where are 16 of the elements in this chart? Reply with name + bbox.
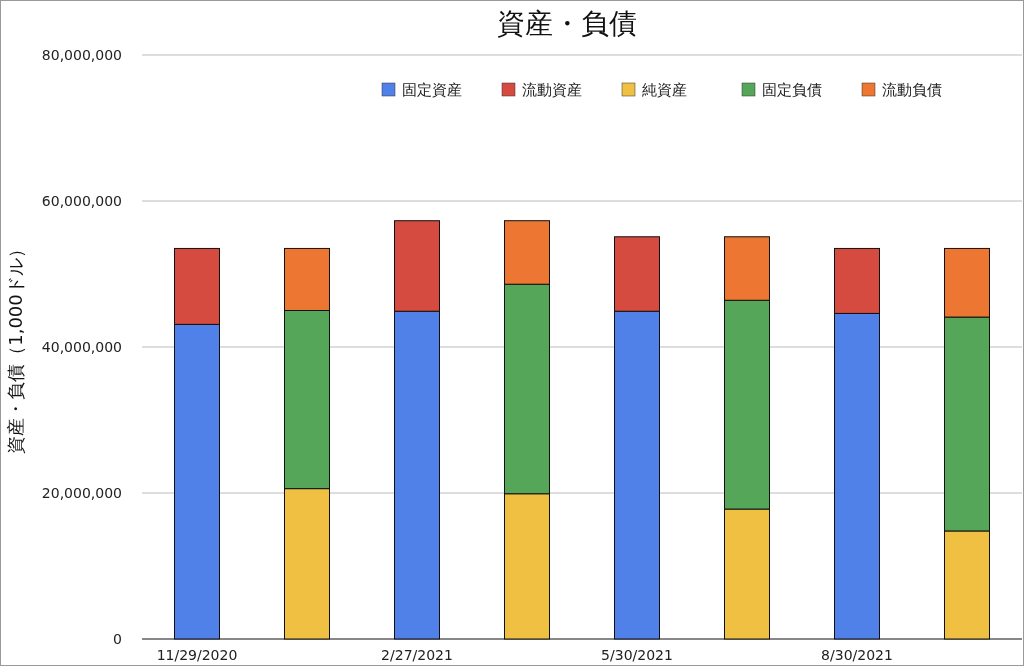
legend-label: 純資産 — [642, 81, 687, 99]
y-tick-label: 60,000,000 — [41, 193, 122, 209]
y-tick-label: 40,000,000 — [41, 339, 122, 355]
y-axis-title: 資産・負債（1,000ドル） — [5, 240, 26, 454]
legend-label: 固定資産 — [402, 81, 462, 99]
y-tick-label: 20,000,000 — [41, 485, 122, 501]
chart-title: 資産・負債 — [497, 7, 637, 40]
y-tick-label: 0 — [113, 631, 122, 647]
x-tick-label: 5/30/2021 — [601, 647, 673, 663]
x-tick-label: 11/29/2020 — [156, 647, 238, 663]
x-tick-label: 8/30/2021 — [821, 647, 893, 663]
legend-label: 固定負債 — [762, 81, 822, 99]
legend-label: 流動資産 — [522, 81, 582, 99]
y-tick-label: 80,000,000 — [41, 47, 122, 63]
x-tick-label: 2/27/2021 — [381, 647, 453, 663]
legend-label: 流動負債 — [882, 81, 942, 99]
